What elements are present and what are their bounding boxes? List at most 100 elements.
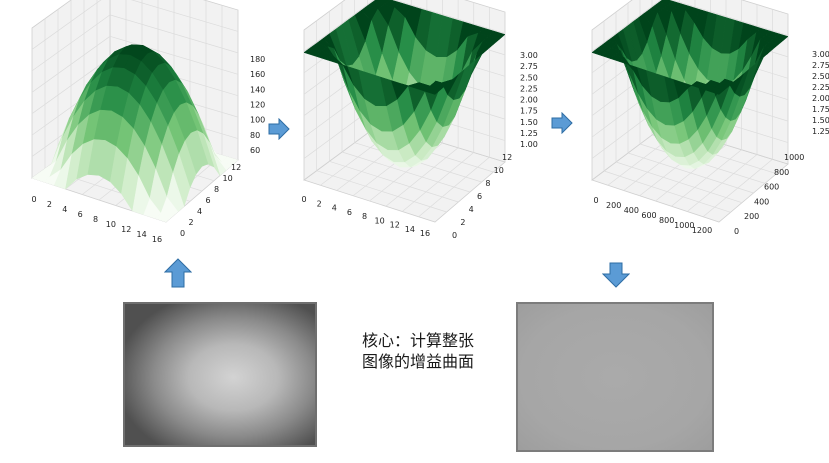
tick-label: 4 <box>197 207 202 216</box>
tick-label: 100 <box>250 116 265 125</box>
tick-label: 2.25 <box>520 84 538 93</box>
tick-label: 1.50 <box>520 118 538 127</box>
grid-line <box>31 14 111 72</box>
grid-line <box>303 0 375 52</box>
arrow-right-icon <box>268 117 290 144</box>
tick-label: 6 <box>78 210 83 219</box>
tick-label: 140 <box>250 85 265 94</box>
tick-label: 8 <box>93 215 98 224</box>
tick-label: 0 <box>301 195 306 204</box>
tick-label: 10 <box>375 216 385 225</box>
tick-label: 10 <box>106 220 116 229</box>
tick-label: 800 <box>659 216 674 225</box>
tick-label: 8 <box>362 212 367 221</box>
tick-label: 1.75 <box>520 107 538 116</box>
grid-line <box>130 0 239 32</box>
grid-line <box>627 152 754 194</box>
plot-1-canvas: 0246810121416024681012608010012014016018… <box>31 0 265 244</box>
tick-label: 600 <box>764 183 779 192</box>
tick-label: 3.00 <box>812 50 829 59</box>
surface-plot-3: 0 200 400 600 800 1000 1200 0 200 400 600 800 1000 1.… <box>574 0 829 250</box>
grid-line <box>671 0 789 36</box>
tick-label: 1.75 <box>812 105 829 114</box>
tick-label: 2.00 <box>812 94 829 103</box>
tick-label: 6 <box>477 192 482 201</box>
tick-label: 2.50 <box>812 72 829 81</box>
tick-label: 4 <box>469 205 474 214</box>
tick-label: 1.25 <box>812 127 829 136</box>
tick-label: 200 <box>606 201 621 210</box>
tick-label: 120 <box>250 101 265 110</box>
tick-label: 10 <box>223 174 233 183</box>
grid-line <box>615 161 743 203</box>
tick-label: 2.75 <box>520 62 538 71</box>
tick-label: 160 <box>250 70 265 79</box>
grid-line <box>329 160 459 203</box>
caption-line-1: 核心：计算整张 <box>362 331 475 350</box>
tick-label: 2 <box>47 200 52 209</box>
caption-line-2: 图像的增益曲面 <box>362 352 475 371</box>
grid-line <box>109 35 239 75</box>
tick-label: 12 <box>231 163 241 172</box>
grid-line <box>591 0 662 52</box>
tick-label: 14 <box>137 230 147 239</box>
grid-line <box>31 0 102 50</box>
tick-label: 8 <box>485 179 490 188</box>
surface-patch <box>709 87 725 95</box>
input-image <box>123 302 317 447</box>
tick-label: 80 <box>250 131 260 140</box>
grid-line <box>31 36 111 93</box>
tick-label: 16 <box>152 235 162 244</box>
tick-label: 0 <box>180 229 185 238</box>
grid-line <box>109 14 239 54</box>
tick-label: 180 <box>250 55 265 64</box>
tick-label: 200 <box>744 212 759 221</box>
grid-line <box>31 57 111 114</box>
surface-plot-1: 0 2 4 6 8 10 12 14 16 0 2 4 6 8 10 12 60 80 100 120 140 160 18… <box>0 0 268 250</box>
tick-label: 0 <box>452 231 457 240</box>
tick-label: 0 <box>31 195 36 204</box>
tick-label: 8 <box>214 185 219 194</box>
tick-label: 0 <box>593 196 598 205</box>
tick-label: 12 <box>121 225 131 234</box>
tick-label: 6 <box>206 196 211 205</box>
tick-label: 600 <box>641 211 656 220</box>
tick-label: 2.50 <box>520 73 538 82</box>
tick-label: 4 <box>62 205 67 214</box>
tick-label: 400 <box>754 197 769 206</box>
tick-label: 2 <box>460 218 465 227</box>
tick-label: 2.25 <box>812 83 829 92</box>
tick-label: 60 <box>250 146 260 155</box>
tick-label: 800 <box>774 168 789 177</box>
tick-label: 0 <box>734 227 739 236</box>
arrow-up-icon <box>163 258 193 292</box>
tick-label: 1.50 <box>812 116 829 125</box>
tick-label: 10 <box>494 166 504 175</box>
tick-label: 2 <box>189 218 194 227</box>
tick-label: 2.75 <box>812 61 829 70</box>
surface-patch <box>154 212 173 223</box>
tick-label: 400 <box>624 206 639 215</box>
tick-label: 1200 <box>692 226 712 235</box>
tick-label: 2.00 <box>520 96 538 105</box>
arrow-down-icon <box>601 262 631 292</box>
grid-line <box>316 170 447 213</box>
tick-label: 1000 <box>784 153 804 162</box>
plot-2-canvas: 0 2 4 6 8 10 12 14 16 0246810121.001.251.501.752.… <box>301 0 538 240</box>
tick-label: 2 <box>317 199 322 208</box>
grid-line <box>341 151 471 193</box>
caption: 核心：计算整张 图像的增益曲面 <box>362 330 502 372</box>
tick-label: 4 <box>332 204 337 213</box>
tick-label: 12 <box>502 153 512 162</box>
tick-label: 3.00 <box>520 51 538 60</box>
corrected-image <box>516 302 714 452</box>
grid-line <box>393 0 506 34</box>
grid-line <box>603 170 731 213</box>
surface-plot-2: 0 2 4 6 8 10 12 14 16 0 2 4 6 8 10 12 1.00 1.25 1.50 1.75 2.… <box>290 0 552 250</box>
tick-label: 12 <box>390 221 400 230</box>
tick-label: 1.00 <box>520 140 538 149</box>
surface-patch <box>423 85 442 95</box>
tick-label: 6 <box>347 208 352 217</box>
arrow-right-icon <box>551 111 573 138</box>
